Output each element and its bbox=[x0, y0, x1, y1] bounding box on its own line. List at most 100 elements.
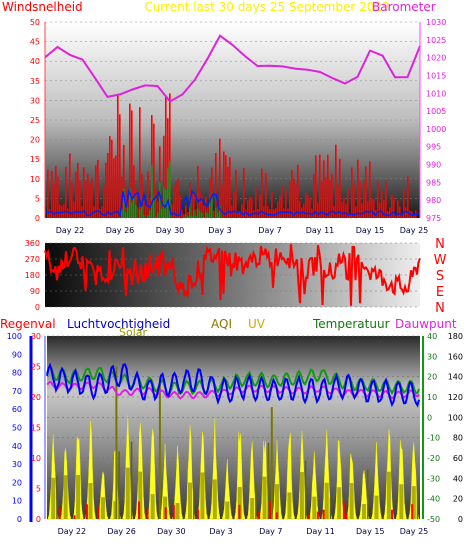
humidity-tick-label: 25 bbox=[31, 363, 41, 372]
wind-gust-bar bbox=[161, 209, 163, 218]
wind-speed-bar bbox=[55, 166, 57, 218]
wind-speed-bar bbox=[95, 165, 97, 218]
wind-speed-bar bbox=[119, 114, 121, 218]
rainfall-label: Regenval bbox=[0, 317, 56, 331]
wind-speed-bar bbox=[77, 163, 79, 218]
wind-speed-tick-label: 35 bbox=[30, 77, 40, 86]
compass-letter: N bbox=[435, 301, 445, 316]
wind-speed-tick-label: 10 bbox=[30, 175, 40, 184]
wind-speed-bar bbox=[117, 95, 119, 218]
uv-bar bbox=[300, 472, 304, 519]
rainfall-tick-label: 30 bbox=[12, 460, 22, 469]
rainfall-bar bbox=[197, 510, 199, 519]
rainfall-bar bbox=[258, 511, 260, 519]
rainfall-bar bbox=[86, 504, 88, 519]
rainfall-tick-label: 70 bbox=[12, 387, 22, 396]
barometer-tick-label: 980 bbox=[426, 196, 441, 205]
rainfall-bar bbox=[345, 513, 347, 519]
rainfall-bar bbox=[269, 501, 271, 519]
wind-speed-bar bbox=[137, 207, 139, 218]
wind-gust-bar bbox=[207, 213, 209, 218]
wind-speed-bar bbox=[107, 153, 109, 218]
wind-gust-bar bbox=[135, 205, 137, 218]
wind-speed-bar bbox=[225, 155, 227, 218]
uv-bar bbox=[89, 483, 93, 519]
rainfall-bar bbox=[147, 509, 149, 519]
uv-bar bbox=[76, 475, 80, 519]
wind-speed-tick-label: 5 bbox=[35, 194, 40, 203]
wind-speed-bar bbox=[379, 203, 381, 218]
day-tick-label: Day 25 bbox=[400, 226, 429, 235]
wind-gust-bar bbox=[159, 182, 161, 218]
compass-letter: N bbox=[435, 237, 445, 252]
uv-bar bbox=[312, 497, 316, 519]
barometer-tick-label: 1020 bbox=[426, 54, 446, 63]
humidity-tick-label: 20 bbox=[31, 393, 41, 402]
wind-speed-bar bbox=[285, 190, 287, 218]
wind-speed-tick-label: 20 bbox=[30, 136, 40, 145]
rainfall-bar bbox=[173, 505, 175, 519]
solar-tick-label: 20 bbox=[453, 495, 463, 504]
uv-bar bbox=[188, 483, 192, 519]
wind-speed-bar bbox=[355, 206, 357, 218]
wind-gust-bar bbox=[193, 210, 195, 218]
wind-gust-bar bbox=[183, 217, 185, 218]
wind-speed-bar bbox=[399, 206, 401, 218]
rainfall-bar bbox=[73, 515, 75, 519]
wind-speed-bar bbox=[49, 209, 51, 218]
wind-speed-bar bbox=[265, 173, 267, 218]
wind-speed-bar bbox=[367, 201, 369, 218]
rainfall-bar bbox=[323, 510, 325, 519]
wind-gust-bar bbox=[217, 212, 219, 218]
wind-speed-bar bbox=[365, 166, 367, 218]
rainfall-tick-label: 40 bbox=[12, 442, 22, 451]
wind-speed-bar bbox=[241, 204, 243, 218]
rainfall-bar bbox=[343, 502, 345, 519]
uv-bar bbox=[213, 479, 217, 519]
wind-speed-bar bbox=[109, 136, 111, 218]
day-tick-label: Day 25 bbox=[400, 527, 429, 536]
wind-speed-bar bbox=[327, 155, 329, 218]
wind-speed-bar bbox=[105, 163, 107, 218]
barometer-ticks: 9759809859909951000100510101015102010251… bbox=[426, 18, 446, 223]
rainfall-tick-label: 0 bbox=[17, 515, 22, 524]
wind-gust-bar bbox=[153, 199, 155, 218]
temperature-tick-label: -10 bbox=[427, 434, 440, 443]
wind-speed-bar bbox=[335, 145, 337, 218]
rainfall-tick-label: 90 bbox=[12, 350, 22, 359]
aqi-bar bbox=[305, 461, 307, 519]
wind-speed-bar bbox=[303, 204, 305, 218]
wind-speed-bar bbox=[57, 177, 59, 218]
wind-gust-bar bbox=[131, 202, 133, 218]
wind-speed-bar bbox=[401, 215, 403, 218]
barometer-tick-label: 1030 bbox=[426, 18, 446, 27]
aqi-bar bbox=[268, 443, 270, 519]
temperature-tick-label: 30 bbox=[427, 352, 437, 361]
wind-gust-bar bbox=[185, 214, 187, 218]
wind-gust-bar bbox=[151, 165, 153, 218]
wind-gust-bar bbox=[141, 206, 143, 218]
day-tick-label: Day 3 bbox=[209, 527, 232, 536]
solar-tick-label: 180 bbox=[448, 332, 463, 341]
wind-speed-bar bbox=[271, 192, 273, 218]
wind-speed-bar bbox=[283, 208, 285, 218]
day-tick-label: Day 26 bbox=[107, 527, 136, 536]
wind-speed-bar bbox=[245, 210, 247, 218]
wind-speed-bar bbox=[357, 160, 359, 218]
wind-speed-bar bbox=[89, 184, 91, 218]
rainfall-tick-label: 60 bbox=[12, 405, 22, 414]
wind-speed-bar bbox=[385, 181, 387, 218]
uv-bar bbox=[263, 477, 267, 519]
compass-letter: W bbox=[434, 253, 447, 268]
wind-speed-bar bbox=[73, 202, 75, 218]
humidity-tick-label: 0 bbox=[36, 515, 41, 524]
aqi-bar bbox=[330, 498, 332, 519]
wind-speed-bar bbox=[267, 206, 269, 218]
wind-speed-bar bbox=[243, 168, 245, 218]
rainfall-bar bbox=[391, 510, 393, 519]
wind-speed-bar bbox=[339, 159, 341, 218]
